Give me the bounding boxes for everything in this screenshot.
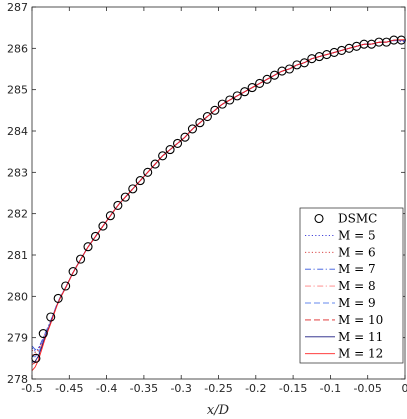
- dsmc-point: [128, 184, 138, 194]
- dsmc-point: [232, 91, 242, 101]
- x-tick-label: -0.5: [21, 382, 42, 395]
- dsmc-point: [172, 138, 183, 148]
- dsmc-point: [143, 167, 153, 177]
- dsmc-point: [225, 95, 235, 105]
- x-tick-label: -0.45: [55, 382, 83, 395]
- dsmc-point: [68, 266, 78, 277]
- x-tick-label: -0.2: [245, 382, 266, 395]
- x-axis-label: x/D: [207, 403, 230, 418]
- y-tick-label: 287: [7, 1, 28, 14]
- dsmc-point: [53, 293, 63, 303]
- dsmc-point: [217, 99, 227, 109]
- x-tick-label: -0.35: [130, 382, 158, 395]
- legend-label-dsmc: DSMC: [338, 212, 377, 226]
- legend: DSMC M = 5 M = 6 M = 7 M = 8 M = 9 M = 10 M = 1…: [299, 207, 404, 364]
- dsmc-point: [83, 242, 93, 252]
- x-ticks: -0.5 -0.45 -0.4 -0.35 -0.3 -0.25 -0.2 -0.15 -0.1…: [21, 7, 407, 395]
- legend-label: M = 12: [338, 347, 383, 361]
- legend-label: M = 10: [338, 313, 383, 327]
- y-tick-label: 278: [7, 373, 28, 386]
- dsmc-point: [150, 159, 160, 169]
- y-tick-label: 282: [7, 208, 28, 221]
- y-tick-label: 285: [7, 84, 28, 97]
- dsmc-point: [195, 118, 205, 128]
- dsmc-point: [247, 83, 257, 93]
- series-layer: [31, 39, 406, 372]
- dsmc-point: [105, 211, 115, 221]
- dsmc-point: [284, 64, 294, 74]
- x-tick-label: -0.05: [353, 382, 381, 395]
- x-tick-label: -0.25: [204, 382, 232, 395]
- dsmc-point: [120, 192, 130, 202]
- legend-label: M = 7: [338, 262, 376, 276]
- series-line-m12: [31, 39, 406, 372]
- legend-dsmc-marker: [314, 213, 324, 224]
- legend-label: M = 6: [338, 245, 376, 259]
- y-tick-label: 281: [7, 249, 28, 262]
- dsmc-point: [255, 78, 265, 89]
- x-tick-label: -0.15: [279, 382, 307, 395]
- dsmc-point: [158, 151, 168, 161]
- y-ticks: 278 279 280 281 282 283 284 285 286 287: [7, 1, 405, 386]
- dsmc-point: [210, 105, 220, 115]
- y-tick-label: 280: [7, 290, 28, 303]
- y-tick-label: 284: [7, 125, 28, 138]
- dsmc-point: [61, 281, 71, 291]
- legend-label: M = 5: [338, 228, 376, 242]
- y-tick-label: 283: [7, 166, 28, 179]
- dsmc-point: [135, 176, 145, 186]
- x-tick-label: -0.4: [96, 382, 117, 395]
- legend-label: M = 9: [338, 296, 376, 310]
- y-tick-label: 279: [7, 332, 28, 345]
- legend-label: M = 11: [338, 330, 383, 344]
- dsmc-point: [202, 111, 212, 122]
- dsmc-point: [76, 254, 86, 264]
- dsmc-point: [38, 328, 48, 339]
- dsmc-markers: [31, 35, 406, 363]
- dsmc-point: [187, 124, 198, 134]
- x-tick-label: -0.1: [320, 382, 341, 395]
- dsmc-point: [90, 231, 101, 241]
- dsmc-point: [240, 87, 250, 97]
- dsmc-point: [262, 74, 272, 84]
- dsmc-point: [46, 312, 56, 322]
- dsmc-point: [269, 70, 280, 80]
- legend-label: M = 8: [338, 279, 376, 293]
- x-tick-label: -0.3: [170, 382, 191, 395]
- dsmc-point: [113, 200, 123, 210]
- y-tick-label: 286: [7, 42, 28, 55]
- x-tick-label: 0: [402, 382, 407, 395]
- dsmc-point: [180, 132, 190, 142]
- dsmc-point: [98, 221, 108, 231]
- dsmc-point: [299, 58, 309, 68]
- dsmc-point: [165, 145, 175, 155]
